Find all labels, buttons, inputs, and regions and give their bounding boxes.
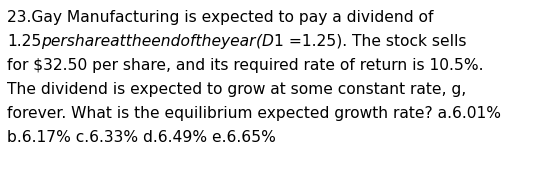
Text: =1.25). The stock sells: =1.25). The stock sells <box>283 34 466 49</box>
Text: forever. What is the equilibrium expected growth rate? a.6.01%: forever. What is the equilibrium expecte… <box>7 106 501 121</box>
Text: b.6.17% c.6.33% d.6.49% e.6.65%: b.6.17% c.6.33% d.6.49% e.6.65% <box>7 130 276 145</box>
Text: for $32.50 per share, and its required rate of return is 10.5%.: for $32.50 per share, and its required r… <box>7 58 483 73</box>
Text: 23.Gay Manufacturing is expected to pay a dividend of: 23.Gay Manufacturing is expected to pay … <box>7 10 434 25</box>
Text: pershareattheendoftheyear: pershareattheendoftheyear <box>41 34 256 49</box>
Text: (: ( <box>256 34 262 49</box>
Text: 1: 1 <box>274 34 283 49</box>
Text: 1.25: 1.25 <box>7 34 41 49</box>
Text: The dividend is expected to grow at some constant rate, g,: The dividend is expected to grow at some… <box>7 82 466 97</box>
Text: D: D <box>262 34 274 49</box>
